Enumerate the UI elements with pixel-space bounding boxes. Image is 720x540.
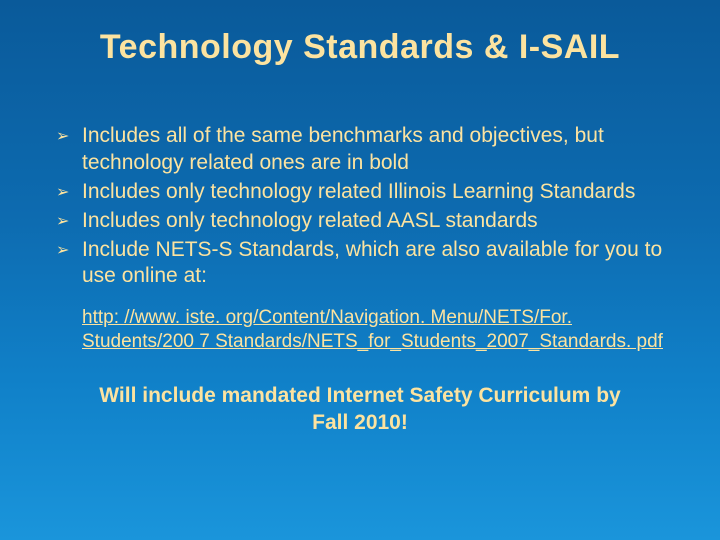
list-item: ➢ Include NETS-S Standards, which are al… bbox=[56, 237, 672, 291]
bullet-text: Includes only technology related AASL st… bbox=[82, 208, 672, 235]
reference-link[interactable]: http: //www. iste. org/Content/Navigatio… bbox=[48, 306, 672, 354]
bullet-icon: ➢ bbox=[56, 237, 82, 261]
bullet-icon: ➢ bbox=[56, 123, 82, 147]
list-item: ➢ Includes all of the same benchmarks an… bbox=[56, 123, 672, 177]
bullet-list: ➢ Includes all of the same benchmarks an… bbox=[48, 123, 672, 290]
slide-title: Technology Standards & I-SAIL bbox=[48, 28, 672, 67]
list-item: ➢ Includes only technology related AASL … bbox=[56, 208, 672, 235]
bullet-icon: ➢ bbox=[56, 208, 82, 232]
bullet-text: Include NETS-S Standards, which are also… bbox=[82, 237, 672, 291]
bullet-text: Includes all of the same benchmarks and … bbox=[82, 123, 672, 177]
bullet-text: Includes only technology related Illinoi… bbox=[82, 179, 672, 206]
closing-statement: Will include mandated Internet Safety Cu… bbox=[48, 382, 672, 437]
bullet-icon: ➢ bbox=[56, 179, 82, 203]
slide: Technology Standards & I-SAIL ➢ Includes… bbox=[0, 0, 720, 540]
list-item: ➢ Includes only technology related Illin… bbox=[56, 179, 672, 206]
